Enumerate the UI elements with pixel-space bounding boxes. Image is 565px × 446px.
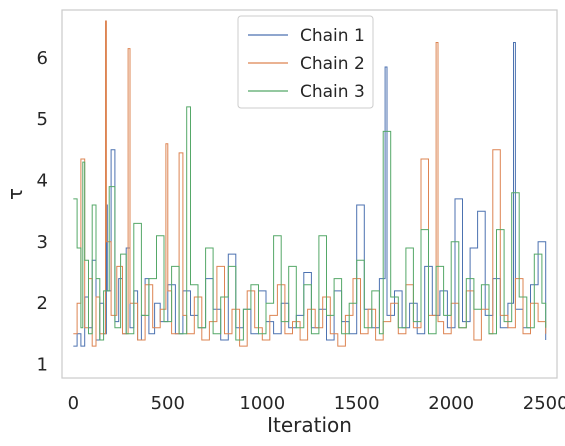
y-tick-label: 4 xyxy=(37,171,48,192)
series-line-chain-1 xyxy=(73,42,547,347)
y-tick-label: 2 xyxy=(37,293,48,314)
x-tick-label: 2000 xyxy=(428,393,474,414)
x-tick-label: 500 xyxy=(151,393,185,414)
y-axis-ticks: 1 2 3 4 5 6 xyxy=(37,48,48,376)
series-line-chain-3 xyxy=(73,106,547,341)
y-axis-label: τ xyxy=(3,188,27,200)
x-tick-label: 1500 xyxy=(334,393,380,414)
series-layer xyxy=(73,20,547,347)
legend-frame xyxy=(237,15,374,109)
y-tick-label: 5 xyxy=(37,109,48,130)
legend: Chain 1 Chain 2 Chain 3 xyxy=(237,15,374,109)
legend-label-chain-2: Chain 2 xyxy=(300,54,365,74)
y-tick-label: 6 xyxy=(37,48,48,69)
legend-label-chain-3: Chain 3 xyxy=(300,82,365,102)
legend-label-chain-1: Chain 1 xyxy=(300,26,365,46)
x-tick-label: 0 xyxy=(68,393,79,414)
x-axis-ticks: 0 500 1000 1500 2000 2500 xyxy=(68,393,565,414)
y-tick-label: 3 xyxy=(37,232,48,253)
x-tick-label: 1000 xyxy=(239,393,285,414)
y-tick-label: 1 xyxy=(37,355,48,376)
x-axis-label: Iteration xyxy=(267,413,352,437)
x-tick-label: 2500 xyxy=(523,393,565,414)
